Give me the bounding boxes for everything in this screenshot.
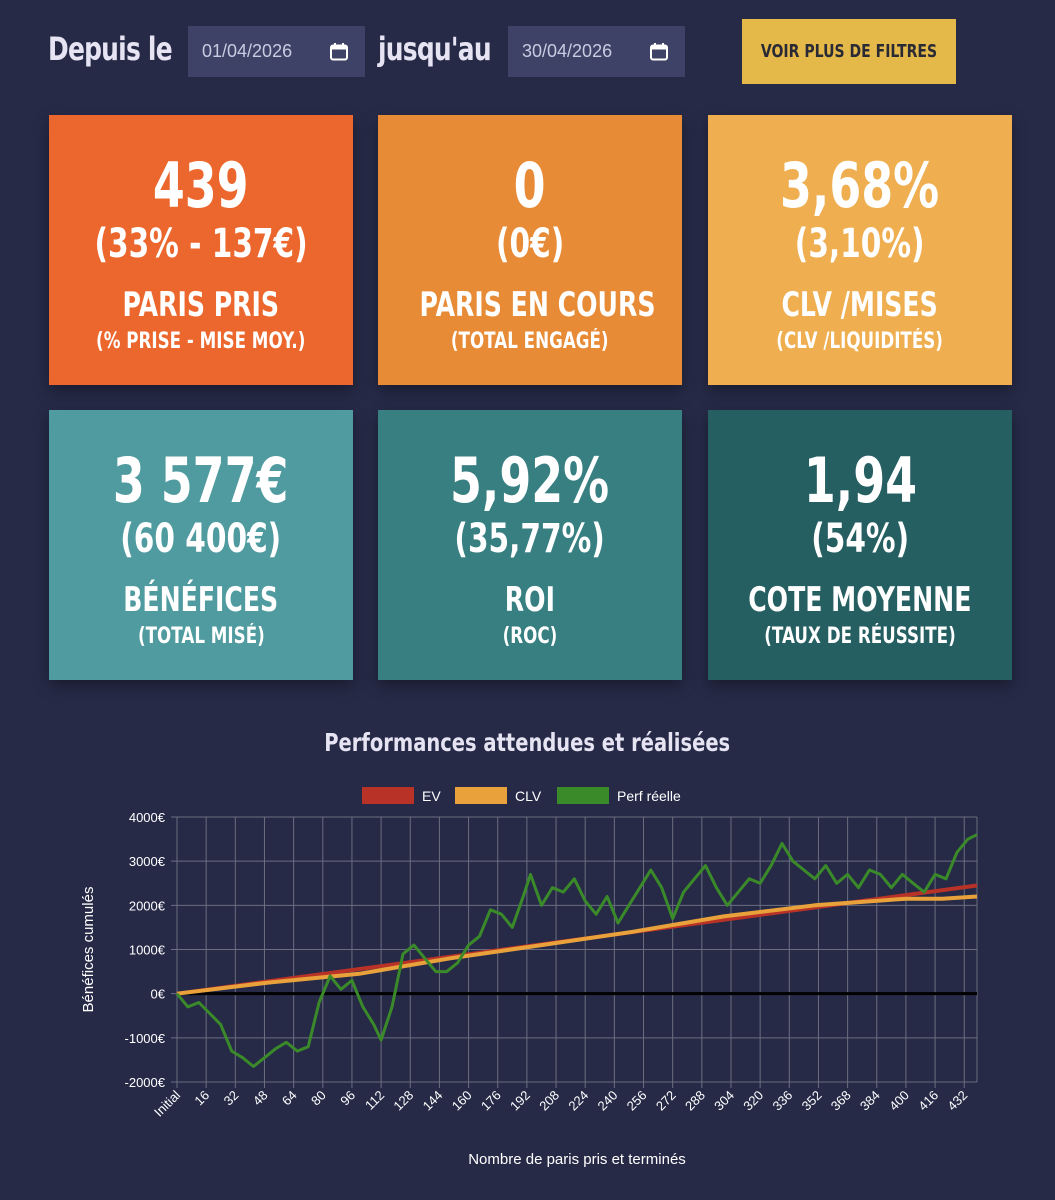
card-sublabel: (CLV /LIQUIDITÉS) xyxy=(776,329,944,354)
card-label: PARIS EN COURS xyxy=(419,285,656,325)
x-tick-label: 256 xyxy=(624,1088,650,1114)
x-tick-label: 352 xyxy=(799,1088,825,1114)
from-date-value: 01/04/2026 xyxy=(202,41,293,61)
card-value: 1,94 xyxy=(803,444,917,517)
series-line xyxy=(175,833,978,1068)
x-tick-label: 368 xyxy=(828,1088,854,1114)
legend-label: Perf réelle xyxy=(617,788,681,804)
chart-title-text: Performances attendues et réalisées xyxy=(324,728,731,757)
x-tick-label: 272 xyxy=(653,1088,679,1114)
y-tick-label: 2000€ xyxy=(129,898,166,913)
series-line xyxy=(176,894,978,996)
x-tick-label: Initial xyxy=(151,1087,183,1119)
x-tick-label: 240 xyxy=(595,1088,621,1114)
more-filters-label: VOIR PLUS DE FILTRES xyxy=(760,41,938,62)
more-filters-button[interactable]: VOIR PLUS DE FILTRES xyxy=(742,19,956,84)
to-label: jusqu'au xyxy=(378,30,492,68)
card-roi: 5,92% (35,77%) ROI (ROC) xyxy=(378,410,682,680)
card-sublabel: (TOTAL MISÉ) xyxy=(137,624,265,649)
card-sub: (35,77%) xyxy=(454,516,606,562)
y-tick-label: 3000€ xyxy=(129,854,166,869)
x-tick-label: 208 xyxy=(536,1088,562,1114)
x-axis-title: Nombre de paris pris et terminés xyxy=(468,1151,686,1168)
to-date-input[interactable]: 30/04/2026 xyxy=(508,26,685,77)
calendar-icon[interactable] xyxy=(329,42,349,62)
chart-title: Performances attendues et réalisées xyxy=(0,728,1055,757)
card-value: 3,68% xyxy=(780,149,940,222)
x-tick-label: 400 xyxy=(886,1088,912,1114)
x-tick-label: 304 xyxy=(711,1088,737,1114)
x-tick-label: 16 xyxy=(191,1088,212,1109)
card-clv-mises: 3,68% (3,10%) CLV /MISES (CLV /LIQUIDITÉ… xyxy=(708,115,1012,385)
y-tick-label: 1000€ xyxy=(129,943,166,958)
card-sub: (3,10%) xyxy=(795,221,925,267)
card-label: ROI xyxy=(504,580,556,620)
card-cote-moyenne: 1,94 (54%) COTE MOYENNE (TAUX DE RÉUSSIT… xyxy=(708,410,1012,680)
x-tick-label: 192 xyxy=(507,1088,533,1114)
card-label: BÉNÉFICES xyxy=(123,580,279,620)
legend-swatch xyxy=(557,787,609,804)
card-sub: (54%) xyxy=(811,516,909,562)
card-value: 439 xyxy=(153,149,249,222)
x-tick-label: 160 xyxy=(449,1088,475,1114)
card-sublabel: (TAUX DE RÉUSSITE) xyxy=(764,624,956,649)
x-tick-label: 336 xyxy=(769,1088,795,1114)
card-sub: (0€) xyxy=(495,221,565,267)
card-label: PARIS PRIS xyxy=(122,285,280,325)
card-sub: (60 400€) xyxy=(120,516,282,562)
card-label: CLV /MISES xyxy=(781,285,939,325)
x-tick-label: 144 xyxy=(420,1088,446,1114)
x-tick-label: 176 xyxy=(478,1088,504,1114)
y-tick-label: -2000€ xyxy=(125,1075,166,1090)
x-tick-label: 48 xyxy=(250,1088,271,1109)
card-sublabel: (ROC) xyxy=(502,624,558,649)
y-tick-label: 4000€ xyxy=(129,810,166,825)
card-value: 5,92% xyxy=(450,444,610,517)
x-tick-label: 432 xyxy=(944,1088,970,1114)
x-tick-label: 96 xyxy=(337,1088,358,1109)
legend-label: CLV xyxy=(515,788,542,804)
card-value: 0 xyxy=(514,149,546,222)
performance-chart: 4000€ 3000€ 2000€ 1000€ 0€ -1000€ -2000€Initia… xyxy=(80,787,978,1168)
filter-bar: Depuis le 01/04/2026 jusqu'au 30/04/2026… xyxy=(0,0,1055,100)
from-date-input[interactable]: 01/04/2026 xyxy=(188,26,365,77)
x-tick-label: 32 xyxy=(221,1088,242,1109)
card-label: COTE MOYENNE xyxy=(748,580,972,620)
y-tick-label: -1000€ xyxy=(125,1031,166,1046)
legend-label: EV xyxy=(422,788,441,804)
x-tick-label: 320 xyxy=(740,1088,766,1114)
x-tick-label: 384 xyxy=(857,1088,883,1114)
x-tick-label: 224 xyxy=(565,1088,591,1114)
x-tick-label: 288 xyxy=(682,1088,708,1114)
card-paris-en-cours: 0 (0€) PARIS EN COURS (TOTAL ENGAGÉ) xyxy=(378,115,682,385)
y-axis-title: Bénéfices cumulés xyxy=(80,887,97,1013)
card-sublabel: (TOTAL ENGAGÉ) xyxy=(451,329,609,354)
x-tick-label: 80 xyxy=(308,1088,329,1109)
to-date-value: 30/04/2026 xyxy=(522,41,613,61)
x-tick-label: 416 xyxy=(915,1088,941,1114)
x-tick-label: 112 xyxy=(362,1088,387,1113)
y-tick-label: 0€ xyxy=(151,987,166,1002)
from-label: Depuis le xyxy=(48,30,173,68)
card-sub: (33% - 137€) xyxy=(94,221,308,267)
card-value: 3 577€ xyxy=(113,444,289,517)
legend-swatch xyxy=(455,787,507,804)
card-paris-pris: 439 (33% - 137€) PARIS PRIS (% PRISE - M… xyxy=(49,115,353,385)
card-sublabel: (% PRISE - MISE MOY.) xyxy=(96,329,306,354)
card-benefices: 3 577€ (60 400€) BÉNÉFICES (TOTAL MISÉ) xyxy=(49,410,353,680)
x-tick-label: 128 xyxy=(390,1088,416,1114)
x-tick-label: 64 xyxy=(279,1088,300,1109)
calendar-icon[interactable] xyxy=(649,42,669,62)
legend-swatch xyxy=(362,787,414,804)
